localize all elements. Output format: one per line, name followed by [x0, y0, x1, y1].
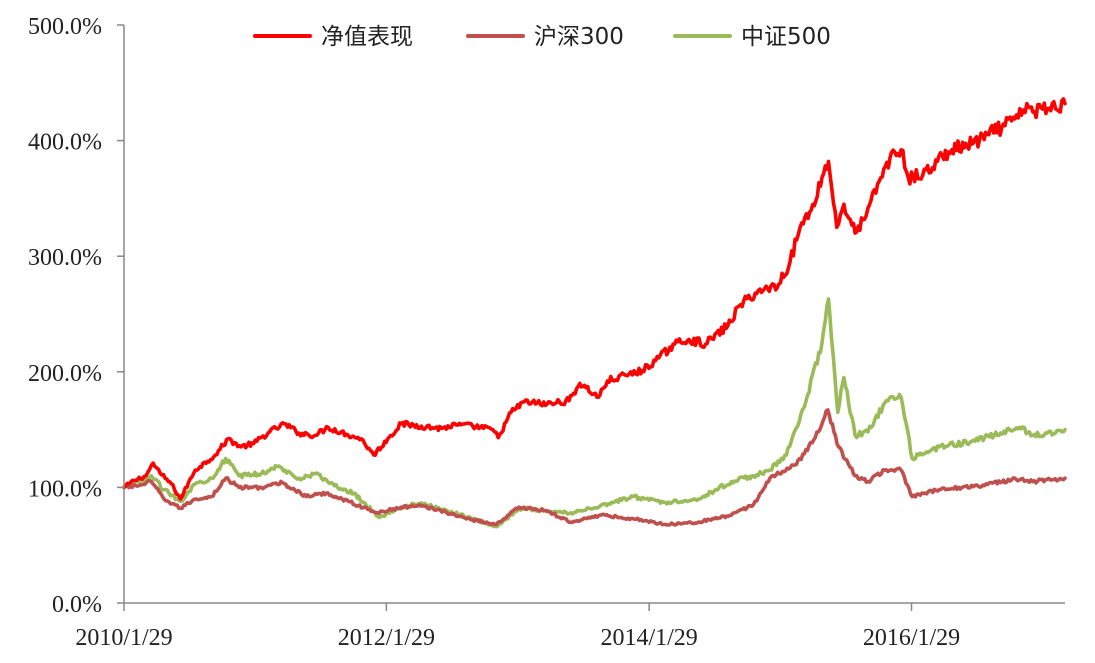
legend-label-1: 沪深300 — [534, 24, 624, 50]
y-tick-label: 200.0% — [28, 361, 102, 387]
legend-label-2: 中证500 — [741, 24, 831, 50]
series-line-1 — [122, 408, 1067, 527]
axes: 0.0% 100.0% 200.0% 300.0% 400.0% 500.0% 2010/1… — [28, 14, 1065, 651]
x-tick-label: 2014/1/29 — [600, 625, 697, 651]
x-tick-label: 2016/1/29 — [863, 625, 960, 651]
x-tick-label: 2012/1/29 — [338, 625, 435, 651]
y-tick-label: 300.0% — [28, 245, 102, 271]
y-tick-label: 500.0% — [28, 14, 102, 40]
series-line-2 — [122, 297, 1067, 529]
legend: 净值表现 沪深300 中证500 — [253, 24, 831, 50]
y-tick-label: 400.0% — [28, 130, 102, 156]
plot-lines — [122, 97, 1067, 529]
x-tick-label: 2010/1/29 — [75, 625, 172, 651]
y-tick-label: 0.0% — [52, 592, 102, 618]
series-line-0 — [122, 97, 1067, 501]
legend-label-0: 净值表现 — [321, 24, 413, 50]
y-tick-label: 100.0% — [28, 476, 102, 502]
